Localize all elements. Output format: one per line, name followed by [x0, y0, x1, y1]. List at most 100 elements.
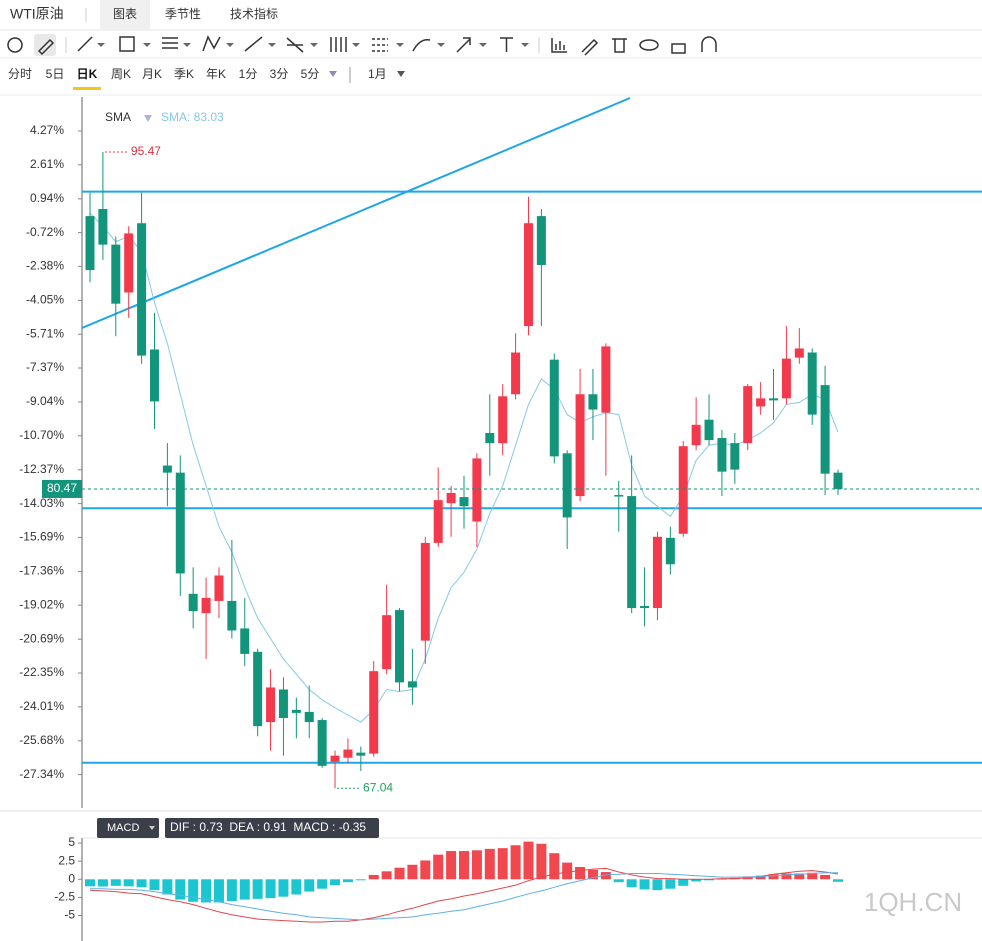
macd-bar: [213, 879, 224, 903]
candle-body: [833, 472, 843, 489]
dropdown-arrow[interactable]: [352, 43, 360, 47]
tool-icon[interactable]: [701, 36, 717, 52]
macd-selector[interactable]: [97, 818, 159, 838]
macd-bar: [239, 879, 250, 900]
dropdown-arrow[interactable]: [143, 43, 151, 47]
tool-icon[interactable]: [7, 37, 23, 53]
candle-body: [369, 671, 379, 754]
candle-body: [485, 432, 495, 444]
macd-panel: 5 2.5 0 -2.5 -5: [54, 835, 843, 923]
period-option[interactable]: 季K: [174, 67, 194, 81]
period-option[interactable]: 5分: [301, 67, 320, 81]
y-tick-label: -0.72%: [26, 225, 64, 239]
tool-icon[interactable]: [500, 37, 513, 52]
period-dropdown[interactable]: 1月: [368, 67, 387, 81]
macd-bar: [820, 874, 831, 880]
tool-icon[interactable]: [202, 35, 221, 52]
tool-icon[interactable]: [162, 37, 178, 49]
dropdown-arrow[interactable]: [479, 43, 487, 47]
candle-body: [588, 394, 598, 410]
candle-body: [472, 458, 482, 522]
dropdown-arrow[interactable]: [268, 43, 276, 47]
dropdown-arrow[interactable]: [521, 43, 529, 47]
period-option[interactable]: 日K: [77, 67, 98, 81]
tab[interactable]: 图表: [113, 7, 137, 21]
macd-title: MACD: [107, 822, 139, 834]
dropdown-arrow[interactable]: [183, 43, 191, 47]
macd-readout-bg: [165, 818, 379, 838]
candle-body: [536, 216, 546, 265]
candle-body: [523, 223, 533, 327]
candle-body: [266, 687, 276, 723]
candle-body: [769, 398, 779, 401]
tool-icon[interactable]: [412, 38, 431, 52]
candle-body: [717, 438, 727, 472]
dropdown-arrow[interactable]: [226, 43, 234, 47]
candle-body: [678, 446, 688, 534]
dropdown-arrow[interactable]: [329, 71, 337, 77]
dropdown-arrow[interactable]: [144, 115, 152, 122]
period-option[interactable]: 分时: [8, 67, 32, 81]
macd-y-tick-label: 5: [68, 835, 75, 849]
dropdown-arrow[interactable]: [437, 43, 445, 47]
y-tick-label: -25.68%: [19, 733, 64, 747]
candle-body: [85, 216, 95, 271]
dropdown-arrow[interactable]: [396, 43, 404, 47]
y-tick-label: -7.37%: [26, 360, 64, 374]
candle-body: [304, 711, 314, 723]
y-tick-label: 2.61%: [30, 157, 64, 171]
tab[interactable]: 技术指标: [230, 6, 278, 21]
dropdown-arrow[interactable]: [310, 43, 318, 47]
tool-icon[interactable]: [551, 38, 567, 53]
tool-icon[interactable]: [119, 36, 135, 52]
macd-y-tick-label: 0: [68, 871, 75, 885]
macd-bar: [433, 854, 444, 880]
price-panel: 4.27% 2.61% 0.94% -0.72% -2.38% -4.05% -5.71% -…: [19, 123, 982, 794]
macd-bar: [381, 871, 392, 880]
trend-line-drawing[interactable]: [82, 97, 631, 329]
dropdown-arrow[interactable]: [397, 71, 405, 77]
period-option[interactable]: 5日: [46, 67, 65, 81]
tool-icon[interactable]: [330, 37, 347, 52]
indicator-readout: SMA: 83.03: [161, 110, 224, 124]
macd-bar: [407, 864, 418, 880]
tool-icon[interactable]: [456, 37, 471, 53]
candle-body: [781, 358, 791, 399]
tool-icon[interactable]: [612, 38, 627, 53]
candle-body: [330, 755, 340, 762]
macd-bar: [175, 879, 186, 900]
period-option[interactable]: 1分: [239, 67, 258, 81]
macd-y-tick-label: -2.5: [54, 890, 75, 904]
tool-icon[interactable]: [244, 36, 263, 52]
candle-body: [549, 359, 559, 457]
dropdown-arrow[interactable]: [97, 43, 105, 47]
candle-body: [124, 233, 134, 293]
macd-bar: [807, 872, 818, 880]
dropdown-arrow[interactable]: [149, 826, 155, 830]
tool-icon[interactable]: [581, 38, 599, 56]
candle-body: [382, 615, 392, 670]
tool-icon[interactable]: [671, 43, 686, 54]
macd-bar: [123, 879, 134, 887]
candle-body: [730, 443, 740, 470]
y-tick-label: 4.27%: [30, 123, 64, 137]
macd-y-tick-label: 2.5: [58, 853, 75, 867]
period-option[interactable]: 周K: [111, 67, 131, 81]
tool-icon[interactable]: [639, 39, 659, 51]
macd-bar: [368, 874, 379, 880]
candle-body: [291, 709, 301, 713]
tool-icon[interactable]: [372, 38, 388, 52]
tool-icon[interactable]: [37, 38, 55, 56]
period-option[interactable]: 月K: [142, 67, 162, 81]
tab[interactable]: 季节性: [165, 7, 201, 21]
y-tick-label: -2.38%: [26, 259, 64, 273]
tool-icon[interactable]: [77, 36, 93, 52]
last-price-label: 80.47: [47, 481, 77, 495]
period-option[interactable]: 3分: [270, 67, 289, 81]
candle-body: [278, 689, 288, 719]
tool-icon[interactable]: [286, 37, 304, 53]
y-tick-label: -9.04%: [26, 394, 64, 408]
period-option[interactable]: 年K: [206, 67, 226, 81]
macd-bar: [781, 873, 792, 880]
candle-body: [446, 493, 456, 504]
